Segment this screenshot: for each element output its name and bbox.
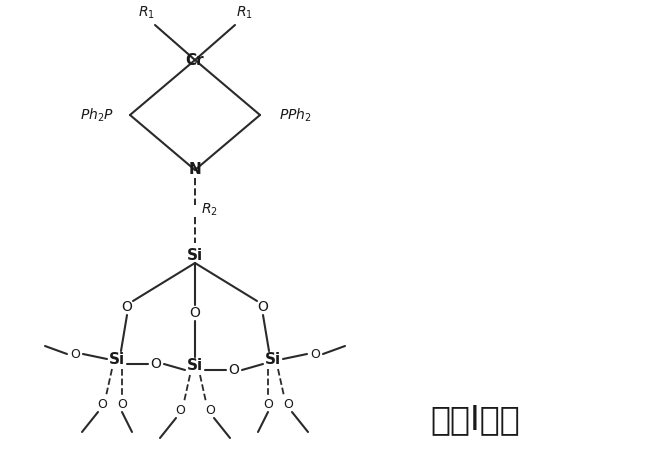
Text: O: O bbox=[310, 347, 320, 360]
Text: $R_2$: $R_2$ bbox=[200, 202, 217, 218]
Text: 式（I）；: 式（I）； bbox=[430, 404, 519, 437]
Text: O: O bbox=[122, 300, 133, 314]
Text: O: O bbox=[228, 363, 240, 377]
Text: Si: Si bbox=[187, 248, 203, 263]
Text: N: N bbox=[188, 163, 201, 178]
Text: O: O bbox=[97, 398, 107, 410]
Text: $R_1$: $R_1$ bbox=[236, 5, 252, 21]
Text: O: O bbox=[263, 398, 273, 410]
Text: O: O bbox=[283, 398, 293, 410]
Text: $R_1$: $R_1$ bbox=[138, 5, 155, 21]
Text: Cr: Cr bbox=[186, 53, 204, 68]
Text: O: O bbox=[205, 404, 215, 416]
Text: $Ph_2P$: $Ph_2P$ bbox=[80, 106, 114, 124]
Text: O: O bbox=[70, 347, 80, 360]
Text: Si: Si bbox=[265, 352, 281, 367]
Text: O: O bbox=[175, 404, 185, 416]
Text: O: O bbox=[190, 306, 200, 320]
Text: $PPh_2$: $PPh_2$ bbox=[278, 106, 312, 124]
Text: O: O bbox=[117, 398, 127, 410]
Text: Si: Si bbox=[187, 358, 203, 373]
Text: O: O bbox=[151, 357, 161, 371]
Text: O: O bbox=[258, 300, 268, 314]
Text: Si: Si bbox=[109, 352, 125, 367]
